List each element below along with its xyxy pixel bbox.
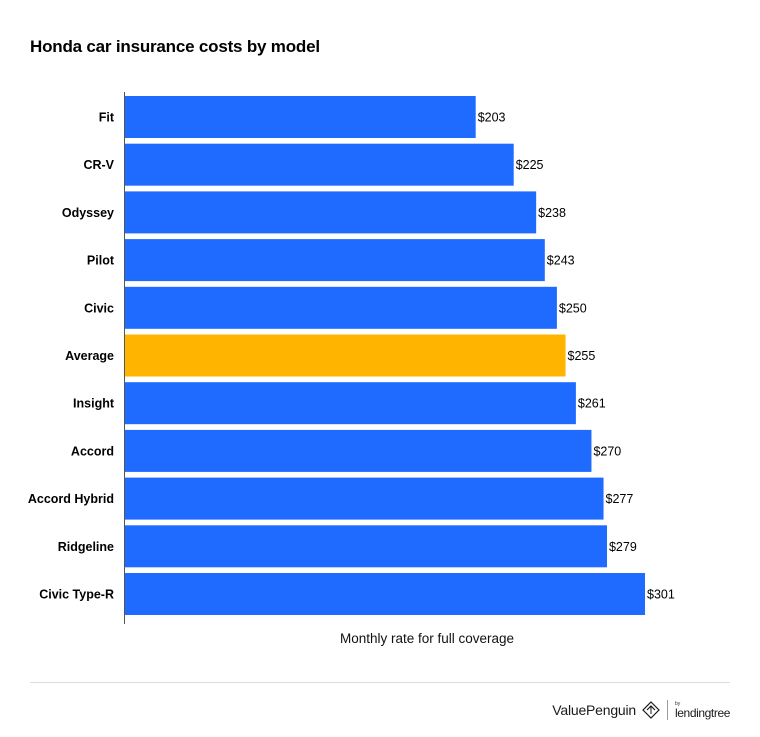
footer-branding: ValuePenguin by lendingtree — [552, 697, 730, 723]
bar-ridgeline — [125, 525, 607, 568]
value-label: $261 — [578, 397, 606, 411]
category-label: Fit — [99, 111, 115, 125]
value-label: $238 — [538, 206, 566, 220]
valuepenguin-logo-icon — [642, 701, 660, 719]
value-label: $255 — [568, 349, 596, 363]
category-label: Average — [65, 349, 114, 363]
bar-pilot — [125, 239, 545, 282]
bar-average — [125, 334, 566, 377]
category-label: Civic Type-R — [39, 588, 114, 602]
category-label: Accord — [71, 444, 114, 458]
value-label: $203 — [478, 111, 506, 125]
value-label: $250 — [559, 301, 587, 315]
bar-accord — [125, 429, 592, 472]
lendingtree-logo: by lendingtree — [675, 700, 730, 720]
bar-cr-v — [125, 143, 514, 186]
valuepenguin-logo-text: ValuePenguin — [552, 702, 637, 718]
lendingtree-by-text: by — [675, 700, 681, 707]
bar-fit — [125, 96, 476, 138]
bar-chart: Fit $203 CR-V $225 Odyssey $238 Pilot $243 Civic… — [28, 92, 675, 624]
bar-odyssey — [125, 191, 537, 234]
category-label: Civic — [84, 301, 114, 315]
x-axis-label: Monthly rate for full coverage — [339, 631, 515, 646]
lendingtree-logo-text: lendingtree — [675, 705, 730, 720]
chart-title: Honda car insurance costs by model — [30, 37, 320, 56]
category-label: Insight — [73, 397, 115, 411]
logo-separator — [667, 700, 669, 720]
value-label: $277 — [606, 492, 634, 506]
category-label: Odyssey — [62, 206, 114, 220]
footer-divider — [30, 682, 730, 683]
category-label: Accord Hybrid — [28, 492, 114, 506]
value-label: $270 — [593, 444, 621, 458]
category-label: Ridgeline — [58, 540, 114, 554]
bar-civic — [125, 286, 557, 329]
category-label: CR-V — [83, 158, 114, 172]
bar-insight — [125, 382, 576, 425]
value-label: $279 — [609, 540, 637, 554]
value-label: $301 — [647, 588, 675, 602]
value-label: $243 — [547, 254, 575, 268]
bars-group: Fit $203 CR-V $225 Odyssey $238 Pilot $243 Civic… — [28, 96, 675, 615]
bar-accord-hybrid — [125, 477, 604, 520]
category-label: Pilot — [87, 254, 115, 268]
value-label: $225 — [516, 158, 544, 172]
bar-civic-type-r — [125, 573, 645, 615]
